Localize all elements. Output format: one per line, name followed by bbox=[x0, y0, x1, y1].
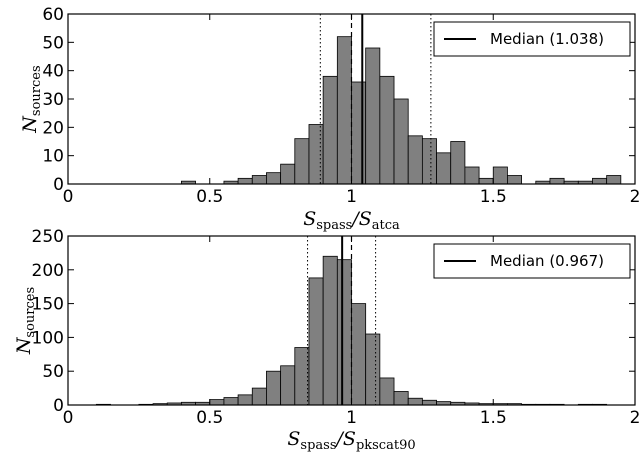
histogram-bar bbox=[308, 277, 324, 406]
histogram-bar bbox=[251, 387, 267, 406]
histogram-bar bbox=[606, 175, 622, 185]
histogram-bar bbox=[592, 177, 608, 185]
legend-label: Median (0.967) bbox=[490, 252, 604, 270]
histogram-bar bbox=[436, 152, 452, 185]
histogram-bar bbox=[351, 81, 367, 185]
y-axis: 0 10 20 30 40 50 60 bbox=[42, 5, 635, 195]
y-tick-label: 60 bbox=[42, 5, 64, 25]
y-axis-label: Nsources bbox=[13, 287, 38, 355]
x-tick-label: 0 bbox=[63, 408, 74, 428]
x-axis: 0 0.5 1 1.5 2 bbox=[63, 14, 639, 207]
y-tick-label: 50 bbox=[42, 33, 64, 53]
legend: Median (1.038) bbox=[433, 21, 631, 57]
histogram-bar bbox=[450, 141, 466, 185]
histogram-bar bbox=[280, 365, 296, 406]
histogram-bar bbox=[308, 124, 324, 185]
x-tick-label: 1.5 bbox=[480, 408, 507, 428]
histogram-bar bbox=[237, 394, 253, 406]
histogram-bar bbox=[251, 175, 267, 185]
x-tick-label: 2 bbox=[630, 187, 639, 207]
y-tick-label: 50 bbox=[42, 362, 64, 382]
y-axis: 0 50 100 150 200 250 bbox=[32, 227, 635, 416]
x-tick-label: 1.5 bbox=[480, 187, 507, 207]
x-axis: 0 0.5 1 1.5 2 bbox=[63, 236, 639, 428]
y-tick-label: 0 bbox=[53, 175, 64, 195]
histogram-bar bbox=[223, 397, 239, 406]
x-tick-label: 0.5 bbox=[196, 408, 223, 428]
histogram-bar bbox=[507, 175, 522, 185]
chart-panel-1: 0 0.5 1 1.5 20102030405060Sspass/SatcaNsourc… bbox=[19, 5, 639, 233]
y-tick-label: 20 bbox=[42, 118, 64, 138]
y-tick-label: 150 bbox=[32, 295, 64, 315]
histogram-bar bbox=[393, 98, 409, 185]
y-tick-label: 40 bbox=[42, 62, 64, 82]
x-tick-label: 2 bbox=[630, 408, 639, 428]
y-axis-label: Nsources bbox=[19, 65, 44, 133]
histogram-bar bbox=[336, 36, 352, 185]
x-tick-label: 0 bbox=[63, 187, 74, 207]
histogram-bar bbox=[294, 347, 310, 406]
histogram-bar bbox=[549, 177, 565, 185]
histogram-bars bbox=[180, 36, 622, 185]
histogram-bar bbox=[393, 391, 409, 406]
histogram-bar bbox=[464, 166, 480, 185]
y-tick-label: 250 bbox=[32, 227, 64, 247]
histogram-bar bbox=[492, 166, 508, 185]
x-axis-label: Sspass/Satca bbox=[303, 208, 400, 233]
histogram-bar bbox=[379, 377, 395, 406]
x-tick-label: 1 bbox=[346, 187, 357, 207]
histogram-bar bbox=[280, 163, 296, 185]
histogram-bar bbox=[407, 397, 423, 406]
histogram-bar bbox=[336, 259, 352, 406]
histogram-bar bbox=[209, 399, 225, 406]
y-tick-label: 30 bbox=[42, 90, 64, 110]
histogram-bar bbox=[237, 177, 253, 185]
histogram-bar bbox=[322, 255, 338, 406]
histogram-bar bbox=[365, 47, 381, 185]
x-tick-label: 1 bbox=[346, 408, 357, 428]
y-tick-label: 100 bbox=[32, 328, 64, 348]
histogram-bar bbox=[421, 138, 437, 185]
histogram-bar bbox=[322, 75, 338, 185]
y-tick-label: 0 bbox=[53, 396, 64, 416]
histogram-bar bbox=[294, 138, 310, 185]
histogram-bar bbox=[379, 75, 395, 185]
legend-label: Median (1.038) bbox=[490, 30, 604, 48]
histogram-bar bbox=[266, 172, 282, 185]
histogram-bar bbox=[421, 399, 437, 406]
x-tick-label: 0.5 bbox=[196, 187, 223, 207]
legend: Median (0.967) bbox=[433, 243, 631, 279]
histogram-bar bbox=[351, 303, 367, 406]
x-axis-label: Sspass/Spkscat90 bbox=[287, 428, 415, 453]
histogram-bar bbox=[407, 135, 423, 185]
y-tick-label: 200 bbox=[32, 261, 64, 281]
chart-panel-2: 0 0.5 1 1.5 2 0 50 100 150 200 250 Sspass/Spkscat90… bbox=[13, 227, 639, 453]
histogram-bar bbox=[266, 370, 282, 406]
y-tick-label: 10 bbox=[42, 147, 64, 167]
histogram-bar bbox=[478, 177, 494, 185]
histogram-bar bbox=[365, 333, 381, 406]
